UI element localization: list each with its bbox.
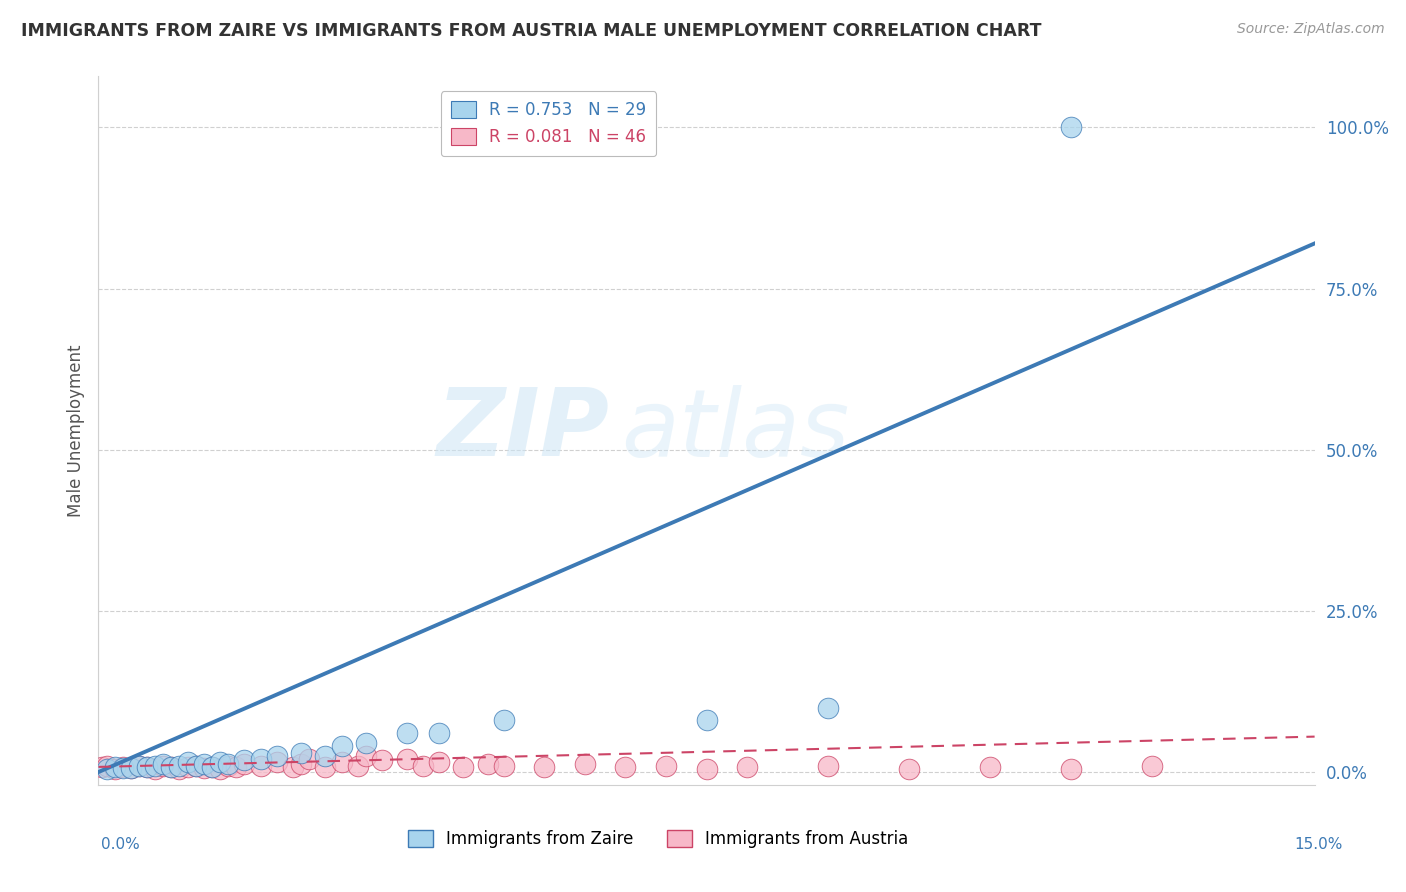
Point xyxy=(735,760,758,774)
Point xyxy=(111,761,134,775)
Point xyxy=(184,758,207,772)
Legend: Immigrants from Zaire, Immigrants from Austria: Immigrants from Zaire, Immigrants from A… xyxy=(401,823,915,855)
Point xyxy=(298,752,321,766)
Point xyxy=(477,757,499,772)
Text: atlas: atlas xyxy=(621,384,849,476)
Point xyxy=(233,757,256,772)
Text: IMMIGRANTS FROM ZAIRE VS IMMIGRANTS FROM AUSTRIA MALE UNEMPLOYMENT CORRELATION C: IMMIGRANTS FROM ZAIRE VS IMMIGRANTS FROM… xyxy=(21,22,1042,40)
Text: ZIP: ZIP xyxy=(436,384,609,476)
Point xyxy=(143,758,166,772)
Point xyxy=(330,739,353,754)
Point xyxy=(979,760,1001,774)
Point xyxy=(96,758,118,772)
Point xyxy=(233,754,256,768)
Point xyxy=(395,726,418,740)
Point xyxy=(176,760,198,774)
Point xyxy=(1060,762,1083,776)
Point xyxy=(209,756,232,770)
Point xyxy=(143,762,166,776)
Point xyxy=(1060,120,1083,135)
Point xyxy=(128,758,150,772)
Point xyxy=(574,757,596,772)
Point xyxy=(290,757,312,772)
Point xyxy=(614,760,637,774)
Point xyxy=(354,748,377,763)
Point xyxy=(266,756,288,770)
Point xyxy=(209,762,232,776)
Text: 15.0%: 15.0% xyxy=(1295,837,1343,852)
Point xyxy=(696,714,718,728)
Point xyxy=(412,758,434,772)
Point xyxy=(817,700,839,714)
Point xyxy=(104,762,127,776)
Point xyxy=(533,760,555,774)
Point xyxy=(266,748,288,763)
Point xyxy=(201,760,224,774)
Point xyxy=(91,760,114,774)
Point xyxy=(281,760,304,774)
Point xyxy=(354,736,377,750)
Point xyxy=(249,752,271,766)
Point xyxy=(169,762,191,776)
Point xyxy=(492,758,515,772)
Point xyxy=(314,748,336,763)
Point xyxy=(492,714,515,728)
Point xyxy=(176,756,198,770)
Point xyxy=(201,760,224,774)
Point xyxy=(696,762,718,776)
Text: Source: ZipAtlas.com: Source: ZipAtlas.com xyxy=(1237,22,1385,37)
Point xyxy=(160,760,183,774)
Point xyxy=(96,762,118,776)
Point xyxy=(427,756,450,770)
Point xyxy=(817,758,839,772)
Text: 0.0%: 0.0% xyxy=(101,837,141,852)
Point xyxy=(120,761,142,775)
Point xyxy=(120,760,142,774)
Point xyxy=(427,726,450,740)
Point xyxy=(104,760,127,774)
Point xyxy=(111,760,134,774)
Point xyxy=(184,758,207,772)
Point xyxy=(128,758,150,772)
Point xyxy=(290,746,312,760)
Point xyxy=(136,760,159,774)
Point xyxy=(453,760,475,774)
Point xyxy=(152,758,174,772)
Point xyxy=(371,754,394,768)
Point xyxy=(1142,758,1164,772)
Point xyxy=(330,756,353,770)
Point xyxy=(160,760,183,774)
Point xyxy=(169,758,191,772)
Point xyxy=(314,760,336,774)
Point xyxy=(193,757,215,772)
Point xyxy=(395,752,418,766)
Point xyxy=(193,761,215,775)
Point xyxy=(655,758,678,772)
Point xyxy=(152,757,174,772)
Point xyxy=(347,758,370,772)
Point xyxy=(217,757,239,772)
Point xyxy=(225,760,247,774)
Point xyxy=(136,760,159,774)
Point xyxy=(898,762,921,776)
Point xyxy=(217,758,239,772)
Y-axis label: Male Unemployment: Male Unemployment xyxy=(66,344,84,516)
Point xyxy=(249,758,271,772)
